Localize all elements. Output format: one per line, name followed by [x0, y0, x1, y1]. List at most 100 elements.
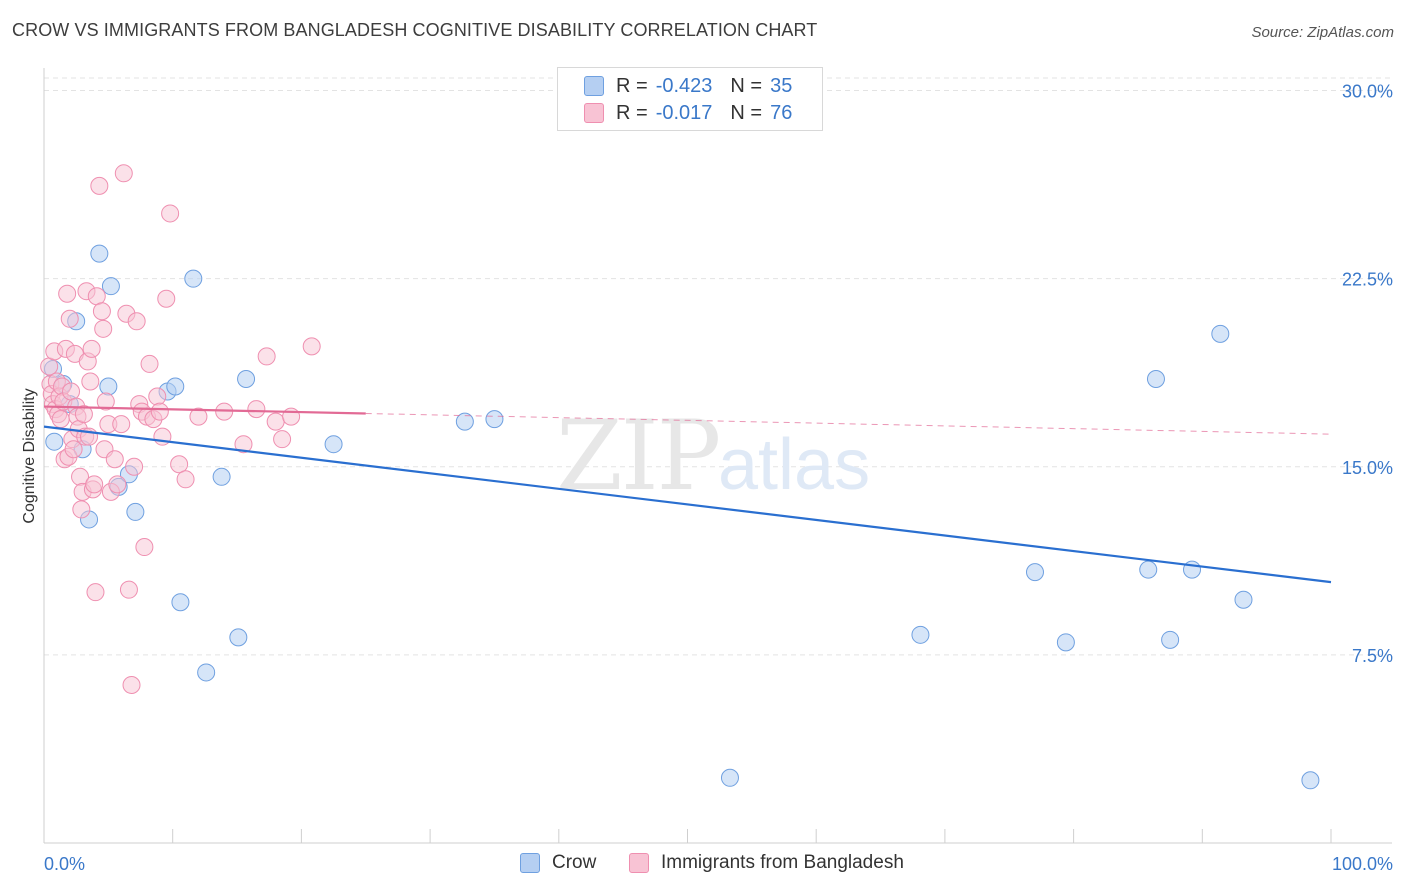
bangladesh-point	[140, 354, 159, 373]
legend-r-label: R =	[616, 101, 648, 124]
bangladesh-point	[125, 457, 144, 476]
bangladesh-point	[74, 405, 93, 424]
bangladesh-point	[273, 430, 292, 449]
bangladesh-trend-line	[43, 405, 366, 415]
y-tick-label: 7.5%	[1352, 646, 1393, 666]
bottom-legend-swatch-bangladesh	[629, 853, 649, 873]
crow-point	[720, 768, 739, 787]
crow-point	[324, 435, 343, 454]
crow-point	[1146, 369, 1165, 388]
bangladesh-point	[114, 164, 133, 183]
bangladesh-point	[161, 204, 180, 223]
crow-point	[101, 277, 120, 296]
crow-point	[1161, 630, 1180, 649]
x-tick-label: 0.0%	[44, 854, 85, 874]
crow-point	[1139, 560, 1158, 579]
bangladesh-point	[40, 357, 59, 376]
bangladesh-point	[105, 450, 124, 469]
bangladesh-point	[157, 289, 176, 308]
legend-n-label: N =	[730, 101, 763, 124]
crow-point	[455, 412, 474, 431]
bangladesh-point	[51, 410, 70, 429]
crow-point	[45, 432, 64, 451]
bangladesh-point	[64, 440, 83, 459]
bangladesh-point	[87, 287, 106, 306]
crow-trend-line	[43, 425, 1332, 584]
axes	[43, 68, 1392, 844]
crow-point	[1056, 633, 1075, 652]
bangladesh-point	[189, 407, 208, 426]
legend-n-value: 35	[770, 74, 793, 97]
bangladesh-point	[119, 580, 138, 599]
bottom-legend-label-crow: Crow	[552, 852, 597, 873]
bangladesh-point	[234, 435, 253, 454]
chart-title: CROW VS IMMIGRANTS FROM BANGLADESH COGNI…	[12, 20, 818, 40]
legend-swatch-crow	[584, 76, 604, 96]
y-tick-label: 30.0%	[1342, 82, 1393, 102]
bangladesh-point	[86, 583, 105, 602]
bangladesh-point	[257, 347, 276, 366]
crow-point	[1211, 324, 1230, 343]
bangladesh-point	[150, 402, 169, 421]
bangladesh-point	[176, 470, 195, 489]
x-tick-label: 100.0%	[1332, 854, 1393, 874]
bangladesh-point	[266, 412, 285, 431]
bangladesh-point	[108, 475, 127, 494]
bangladesh-point	[96, 392, 115, 411]
crow-point	[1234, 590, 1253, 609]
y-axis-label: Cognitive Disability	[21, 388, 38, 523]
bangladesh-point	[62, 382, 81, 401]
bangladesh-point	[81, 372, 100, 391]
bottom-legend-crow: Crow	[520, 852, 596, 874]
crow-point	[99, 377, 118, 396]
bangladesh-point	[82, 339, 101, 358]
crow-point	[237, 369, 256, 388]
source-label: Source: ZipAtlas.com	[1251, 24, 1394, 41]
bottom-legend-bangladesh: Immigrants from Bangladesh	[629, 852, 904, 874]
bangladesh-point	[302, 337, 321, 356]
bottom-legend-label-bangladesh: Immigrants from Bangladesh	[661, 852, 904, 873]
crow-point	[229, 628, 248, 647]
bottom-legend-swatch-crow	[520, 853, 540, 873]
bangladesh-point	[112, 415, 131, 434]
crow-point	[911, 625, 930, 644]
legend-row-bangladesh: R = -0.017 N = 76	[558, 100, 792, 126]
crow-point	[197, 663, 216, 682]
bangladesh-points	[40, 164, 321, 694]
bangladesh-point	[127, 312, 146, 331]
crow-point	[126, 502, 145, 521]
bangladesh-point	[148, 387, 167, 406]
bangladesh-point	[72, 500, 91, 519]
crow-point	[1025, 563, 1044, 582]
legend-r-value: -0.017	[655, 101, 713, 124]
legend-r-label: R =	[616, 74, 648, 97]
legend-row-crow: R = -0.423 N = 35	[558, 73, 792, 99]
crow-point	[171, 593, 190, 612]
y-tick-label: 15.0%	[1342, 458, 1393, 478]
trend-lines	[43, 405, 1332, 584]
bangladesh-point	[60, 309, 79, 328]
bangladesh-point	[247, 400, 266, 419]
bangladesh-point	[122, 675, 141, 694]
bangladesh-point	[85, 475, 104, 494]
bangladesh-point	[58, 284, 77, 303]
bangladesh-point	[92, 302, 111, 321]
bangladesh-point	[90, 176, 109, 195]
legend-swatch-bangladesh	[584, 103, 604, 123]
watermark-atlas: atlas	[718, 425, 870, 505]
watermark-zip: ZIP	[556, 400, 719, 512]
legend: R = -0.423 N = 35 R = -0.017 N = 76	[557, 67, 823, 131]
bottom-legend: Crow Immigrants from Bangladesh	[0, 852, 1406, 878]
crow-point	[184, 269, 203, 288]
crow-point	[485, 410, 504, 429]
legend-n-value: 76	[770, 101, 793, 124]
bangladesh-point	[94, 319, 113, 338]
bangladesh-trend-line-dashed	[365, 412, 1332, 435]
y-tick-label: 22.5%	[1342, 270, 1393, 290]
crow-point	[212, 467, 231, 486]
crow-point	[90, 244, 109, 263]
crow-point	[1301, 771, 1320, 790]
bangladesh-point	[135, 538, 154, 557]
crow-points	[44, 244, 1320, 790]
